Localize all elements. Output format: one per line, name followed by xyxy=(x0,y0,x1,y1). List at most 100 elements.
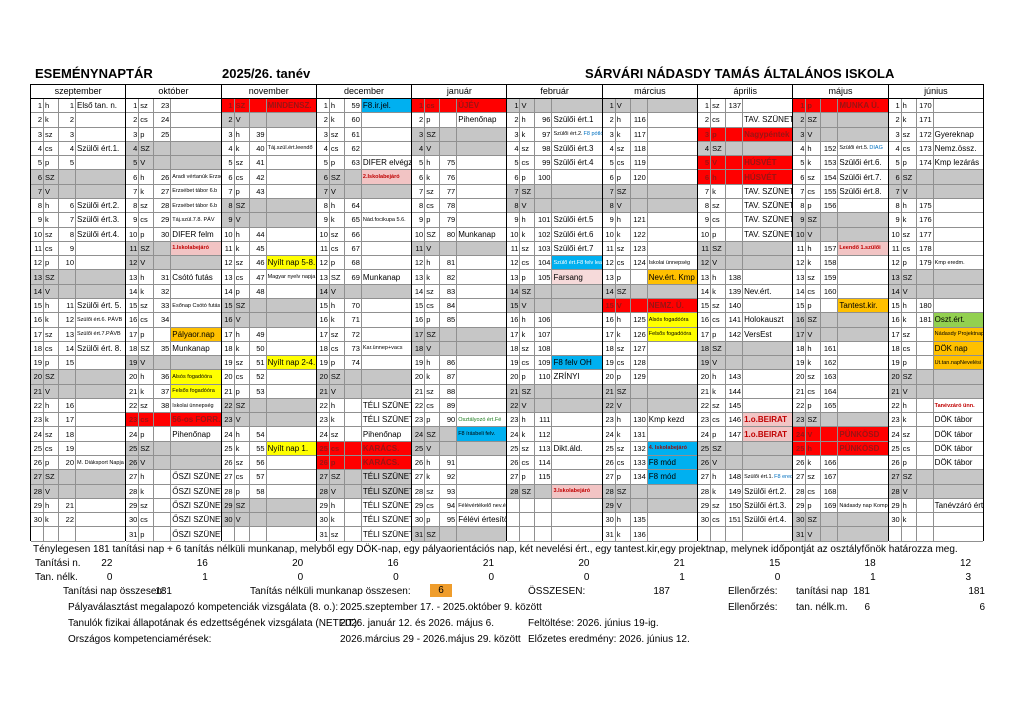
schoolday-count-cell xyxy=(916,270,934,285)
day-number-cell: 23 xyxy=(793,413,807,428)
schoolday-count-cell: 46 xyxy=(249,256,267,271)
weekday-cell: cs xyxy=(711,413,727,428)
day-number-cell: 11 xyxy=(698,241,712,257)
weekday-cell: k xyxy=(139,484,155,499)
schoolday-count-cell xyxy=(154,527,172,542)
event-cell: Nyílt nap 1. xyxy=(266,441,316,457)
schoolday-count-cell xyxy=(916,427,934,442)
measure-label: Tanulók fizikai állapotának és edzettség… xyxy=(68,618,360,629)
schoolday-count-cell: 164 xyxy=(821,384,839,399)
event-cell: Kmp lezárás xyxy=(933,156,983,171)
day-number-cell: 29 xyxy=(698,498,712,514)
day-number-cell: 2 xyxy=(31,113,44,128)
day-number-cell: 26 xyxy=(221,456,235,471)
weekday-cell: cs xyxy=(44,241,59,257)
weekday-cell: k xyxy=(615,127,631,142)
month-header: február xyxy=(507,85,602,99)
weekday-cell: sz xyxy=(329,227,345,242)
day-number-cell: 4 xyxy=(793,141,807,157)
weekday-cell xyxy=(234,527,250,542)
schoolday-count-cell: 91 xyxy=(440,456,458,471)
schoolday-count-cell: 43 xyxy=(249,184,267,199)
event-cell xyxy=(171,99,221,114)
schoolday-count-cell: 64 xyxy=(344,198,362,214)
weekday-cell: V xyxy=(329,484,345,499)
schoolday-count-cell: 5 xyxy=(59,156,76,171)
day-number-cell: 6 xyxy=(793,170,807,185)
day-number-cell: 3 xyxy=(888,127,902,142)
schoolday-count-cell: 171 xyxy=(916,113,934,128)
weekday-cell: p xyxy=(139,427,155,442)
day-number-cell: 7 xyxy=(316,184,330,199)
event-cell xyxy=(647,113,698,128)
event-cell xyxy=(266,213,316,228)
day-number-cell: 1 xyxy=(221,99,235,114)
event-cell: M. Diáksport Napja xyxy=(76,456,126,471)
event-cell xyxy=(266,341,316,357)
event-cell xyxy=(838,213,888,228)
day-number-cell: 21 xyxy=(602,384,616,399)
schoolday-count-cell: 19 xyxy=(59,441,76,457)
schoolday-count-cell: 47 xyxy=(249,270,267,285)
event-cell xyxy=(552,384,602,399)
day-number-cell: 24 xyxy=(221,427,235,442)
event-cell: TÉLI SZÜNET xyxy=(361,527,412,542)
day-number-cell: 30 xyxy=(126,513,140,528)
event-cell: TAV. SZÜNET xyxy=(743,113,793,128)
event-cell xyxy=(457,456,507,471)
day-number-cell: 25 xyxy=(602,441,616,457)
schoolday-count-cell xyxy=(344,441,362,457)
day-number-cell: 5 xyxy=(412,156,426,171)
weekday-cell: p xyxy=(44,356,59,371)
weekday-cell: cs xyxy=(234,170,250,185)
event-cell xyxy=(647,241,698,257)
event-cell: Szülői ért.4. xyxy=(743,513,793,528)
schoolday-count-cell xyxy=(916,284,934,299)
weekday-cell: p xyxy=(329,256,345,271)
schoolday-count-cell: 159 xyxy=(821,270,839,285)
weekday-cell: V xyxy=(234,413,250,428)
weekday-cell: cs xyxy=(520,156,536,171)
weekday-cell: sz xyxy=(806,470,822,485)
schoolday-count-cell xyxy=(821,127,839,142)
weekday-cell: h xyxy=(44,198,59,214)
schoolday-count-cell: 173 xyxy=(916,141,934,157)
day-number-cell: 24 xyxy=(412,427,426,442)
day-number-cell: 26 xyxy=(602,456,616,471)
day-number-cell: 9 xyxy=(888,213,902,228)
weekday-cell: cs xyxy=(806,484,822,499)
weekday-cell: sz xyxy=(901,427,917,442)
day-number-cell: 28 xyxy=(31,484,44,499)
teaching-total-label: Tanítási nap összesen: xyxy=(63,586,165,597)
weekday-cell: SZ xyxy=(139,141,155,157)
weekday-cell: p xyxy=(329,456,345,471)
weekday-cell: p xyxy=(806,99,822,114)
day-number-cell: 19 xyxy=(888,356,902,371)
weekday-cell: cs xyxy=(329,141,345,157)
schoolday-count-cell: 92 xyxy=(440,470,458,485)
weekday-cell: k xyxy=(329,313,345,328)
day-number-cell: 10 xyxy=(602,227,616,242)
day-number-cell: 4 xyxy=(507,141,521,157)
weekday-cell: h xyxy=(44,398,59,414)
event-cell xyxy=(933,370,983,385)
schoolday-count-cell xyxy=(440,99,458,114)
day-number-cell: 3 xyxy=(793,127,807,142)
nonteaching-days-value: 0 xyxy=(297,572,304,583)
weekday-cell: k xyxy=(139,284,155,299)
weekday-cell: sz xyxy=(806,170,822,185)
event-cell: VersEst xyxy=(743,327,793,342)
day-number-cell: 22 xyxy=(602,398,616,414)
event-cell: Táj.szül.7.8. PÁV xyxy=(171,213,221,228)
weekday-cell: cs xyxy=(329,241,345,257)
day-number-cell xyxy=(507,513,521,528)
event-cell xyxy=(838,327,888,342)
event-cell xyxy=(266,398,316,414)
event-cell xyxy=(838,370,888,385)
day-number-cell: 11 xyxy=(316,241,330,257)
weekday-cell: k xyxy=(615,427,631,442)
schoolday-count-cell: 132 xyxy=(630,441,648,457)
weekday-cell: V xyxy=(139,256,155,271)
event-cell: Félévi értesítő xyxy=(457,513,507,528)
schoolday-count-cell: 23 xyxy=(154,99,172,114)
